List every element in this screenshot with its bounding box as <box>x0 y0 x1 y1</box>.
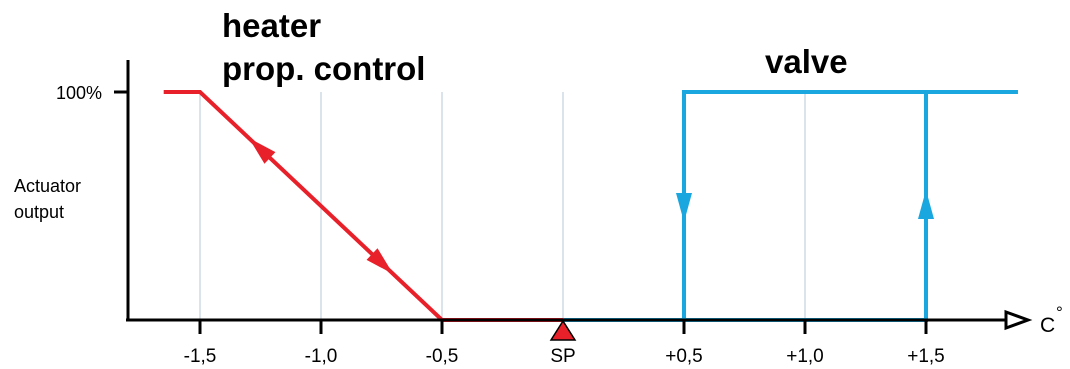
valve-title: valve <box>765 43 848 80</box>
x-axis-arrowhead <box>1004 309 1033 331</box>
series-line-1 <box>563 90 1018 322</box>
heater-title-line1: heater <box>222 7 321 44</box>
x-tick-label-6: +1,5 <box>907 346 945 367</box>
y-axis-label-line2: output <box>14 202 64 222</box>
x-tick-label-4: +0,5 <box>665 346 703 367</box>
setpoint-marker <box>549 319 577 341</box>
series-return-line-1 <box>682 90 926 320</box>
heater-title-line2: prop. control <box>222 50 425 87</box>
arrow-0-1 <box>366 248 394 274</box>
x-tick-label-2: -0,5 <box>426 346 459 367</box>
arrow-0-0 <box>248 138 276 164</box>
arrow-1-0 <box>918 190 934 219</box>
x-axis-unit-degree: ° <box>1056 303 1063 322</box>
x-tick-marks <box>198 320 928 334</box>
x-axis-unit-label: C <box>1040 314 1055 337</box>
y-axis-label-line1: Actuator <box>14 176 81 196</box>
series-layer <box>163 90 1018 322</box>
x-tick-labels: -1,5 -1,0 -0,5 SP +0,5 +1,0 +1,5 <box>184 346 945 367</box>
arrow-layer <box>248 138 934 274</box>
gridlines <box>199 92 927 320</box>
x-tick-label-5: +1,0 <box>786 346 824 367</box>
x-tick-label-1: -1,0 <box>305 346 338 367</box>
series-line-0 <box>163 90 563 322</box>
x-tick-label-3: SP <box>550 346 575 367</box>
arrow-1-1 <box>676 193 692 222</box>
y-tick-label-100: 100% <box>56 83 102 103</box>
x-tick-label-0: -1,5 <box>184 346 217 367</box>
